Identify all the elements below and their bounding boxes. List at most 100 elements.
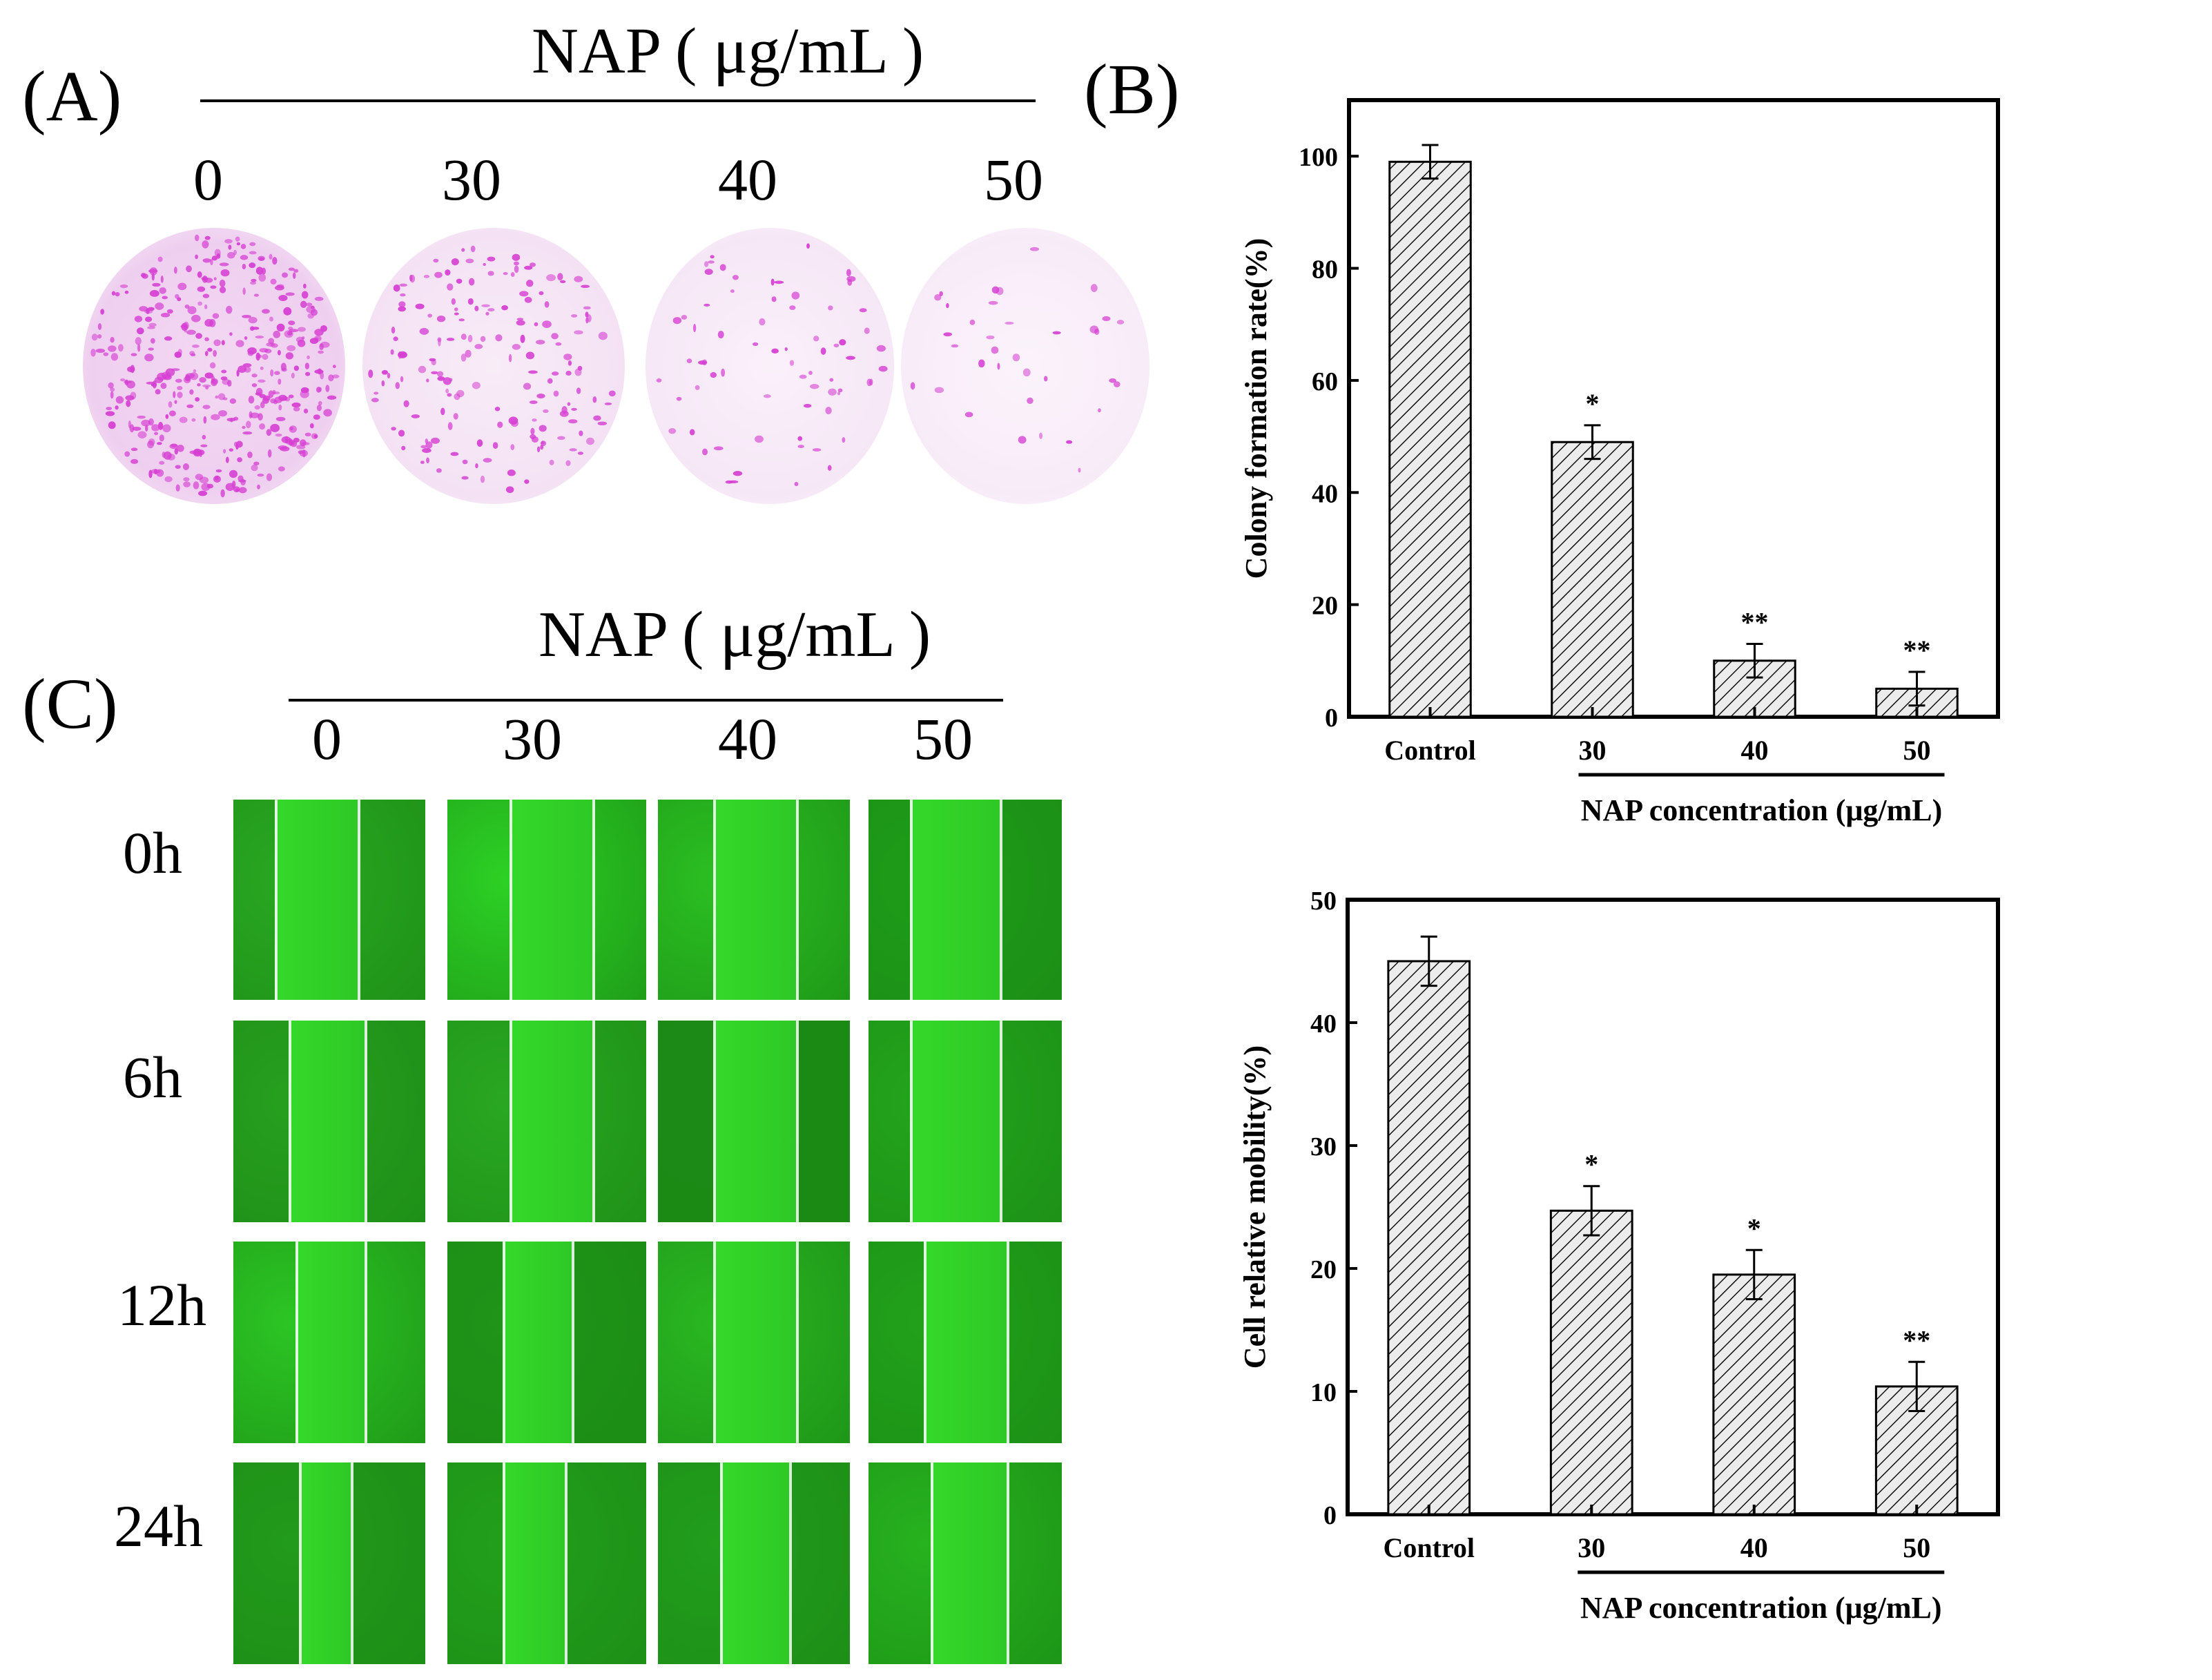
colony-spot bbox=[465, 258, 474, 264]
y-tick-label: 80 bbox=[1312, 255, 1338, 284]
panel-b-letter: (B) bbox=[1084, 50, 1180, 129]
time-label-6h: 6h bbox=[123, 1044, 182, 1110]
colony-spot bbox=[210, 258, 213, 266]
colony-spot bbox=[541, 441, 545, 445]
colony-spot bbox=[530, 427, 535, 435]
colony-spot bbox=[934, 387, 944, 394]
colony-spot bbox=[130, 447, 138, 452]
colony-spot bbox=[437, 376, 445, 381]
colony-spot bbox=[409, 274, 413, 282]
colony-spot bbox=[553, 390, 559, 397]
plot-frame bbox=[1346, 898, 2000, 1516]
colony-spot bbox=[373, 392, 379, 395]
significance-mark: * bbox=[1586, 388, 1600, 419]
colony-spot bbox=[237, 365, 246, 373]
scratch-tile-12h-40 bbox=[658, 1242, 850, 1443]
colony-spot bbox=[825, 407, 832, 415]
colony-spot bbox=[1022, 368, 1031, 377]
bar-40 bbox=[1712, 1273, 1796, 1516]
colony-spot bbox=[195, 333, 202, 339]
colony-spot bbox=[986, 335, 995, 340]
colony-spot bbox=[159, 287, 166, 294]
panel-c-title-rule bbox=[289, 699, 1003, 702]
colony-spot bbox=[189, 372, 199, 380]
x-tick-label: 50 bbox=[1903, 735, 1931, 766]
colony-spot bbox=[173, 391, 176, 398]
colony-spot bbox=[227, 251, 235, 259]
colony-spot bbox=[770, 278, 775, 286]
colony-spot bbox=[157, 442, 162, 445]
colony-spot bbox=[136, 327, 144, 335]
colony-spot bbox=[332, 365, 336, 369]
colony-spot bbox=[160, 383, 167, 389]
colony-spot bbox=[536, 393, 545, 399]
scratch-edge-line bbox=[713, 1021, 716, 1222]
colony-spot bbox=[608, 390, 616, 397]
colony-spot bbox=[437, 371, 444, 377]
colony-spot bbox=[719, 264, 726, 271]
colony-spot bbox=[189, 389, 194, 395]
colony-spot bbox=[436, 468, 442, 473]
colony-spot bbox=[228, 244, 232, 250]
colony-spot bbox=[219, 279, 226, 287]
colony-spot bbox=[163, 451, 172, 460]
colony-spot bbox=[197, 301, 203, 306]
panel-a-title: NAP ( μg/mL ) bbox=[532, 15, 924, 87]
colony-spot bbox=[247, 451, 253, 458]
colony-spot bbox=[236, 369, 240, 377]
colony-spot bbox=[460, 354, 467, 362]
colony-spot bbox=[281, 396, 288, 401]
colony-spots-0 bbox=[90, 234, 340, 498]
colony-spot bbox=[656, 378, 662, 383]
scratch-wound-gap bbox=[910, 1021, 1000, 1222]
colony-spot bbox=[530, 434, 536, 439]
colony-spot bbox=[193, 481, 200, 490]
colony-spot bbox=[946, 302, 949, 309]
colony-spot bbox=[939, 291, 943, 296]
scratch-tile-24h-0 bbox=[233, 1462, 425, 1664]
colony-spot bbox=[681, 315, 688, 320]
colony-spot bbox=[418, 365, 427, 374]
colony-spot bbox=[398, 351, 407, 358]
colony-spot bbox=[508, 354, 512, 363]
colony-spot bbox=[991, 346, 999, 354]
colony-spot bbox=[269, 253, 273, 260]
colony-spot bbox=[111, 291, 116, 296]
colony-spot bbox=[730, 289, 735, 293]
colony-spot bbox=[771, 296, 777, 302]
colony-spot bbox=[305, 371, 311, 376]
colony-spot bbox=[225, 456, 229, 463]
y-tick-label: 30 bbox=[1310, 1132, 1337, 1161]
colony-spot bbox=[846, 356, 855, 360]
colony-spot bbox=[120, 378, 126, 382]
colony-spot bbox=[242, 425, 246, 429]
colony-formation-chart: 0 20 40 60 80 100 Control * 30 ** 40 ** 50 NAP concen… bbox=[1239, 98, 2000, 827]
colony-spot bbox=[242, 264, 246, 270]
colony-spot bbox=[182, 463, 190, 470]
colony-spot bbox=[794, 481, 799, 486]
colony-spot bbox=[763, 394, 771, 398]
bar-30 bbox=[1551, 441, 1634, 718]
x-tick-label: 40 bbox=[1740, 1532, 1768, 1563]
colony-spot bbox=[280, 446, 290, 452]
colony-spot bbox=[689, 429, 695, 436]
colony-spot bbox=[204, 351, 208, 356]
colony-spot bbox=[126, 380, 136, 389]
colony-spot bbox=[159, 461, 165, 465]
colony-spot bbox=[833, 343, 840, 348]
colony-spot bbox=[204, 337, 209, 342]
colony-spot bbox=[828, 305, 833, 311]
y-tick-label: 40 bbox=[1312, 479, 1338, 508]
colony-spot bbox=[513, 261, 520, 266]
colony-dish-0 bbox=[83, 228, 345, 504]
colony-spot bbox=[186, 329, 196, 335]
colony-spot bbox=[263, 395, 271, 401]
colony-spots-40 bbox=[656, 243, 888, 486]
colony-spot bbox=[425, 438, 428, 444]
colony-spot bbox=[525, 280, 534, 287]
colony-spot bbox=[447, 393, 452, 397]
colony-spot bbox=[544, 301, 550, 308]
colony-spot bbox=[177, 385, 183, 391]
colony-spot bbox=[876, 345, 886, 352]
colony-spot bbox=[964, 412, 973, 418]
